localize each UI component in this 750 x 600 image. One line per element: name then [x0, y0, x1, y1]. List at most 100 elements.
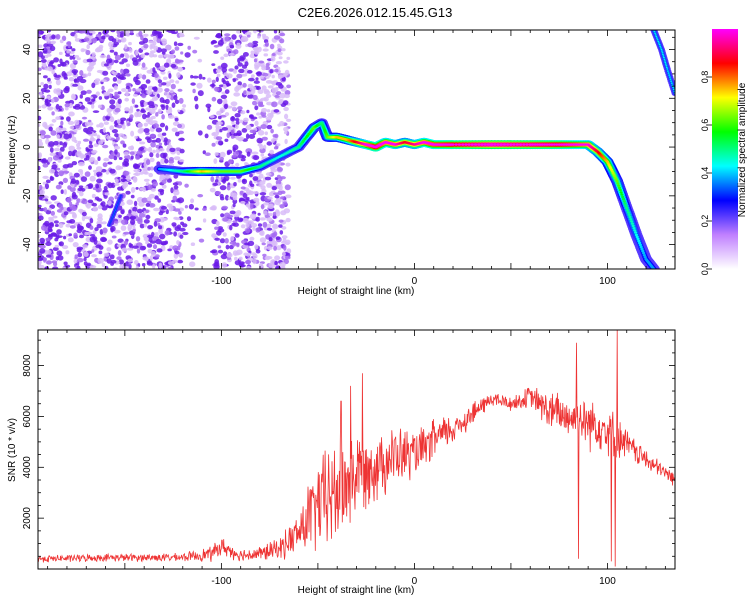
- noise-dot: [274, 194, 280, 199]
- noise-dot: [119, 76, 127, 81]
- noise-dot: [140, 108, 145, 112]
- noise-dot: [179, 227, 186, 232]
- noise-dot: [44, 183, 50, 190]
- noise-dot: [131, 57, 138, 63]
- noise-dot: [270, 168, 278, 173]
- colorbar-tick-label: 0.8: [700, 71, 710, 84]
- noise-dot: [204, 152, 211, 156]
- noise-dot: [268, 237, 273, 242]
- noise-dot: [124, 240, 128, 246]
- noise-dot: [234, 124, 239, 130]
- noise-dot: [118, 133, 125, 138]
- noise-dot: [186, 216, 192, 222]
- noise-dot: [98, 122, 104, 128]
- main-track-point: [557, 143, 561, 146]
- noise-dot: [98, 96, 103, 100]
- noise-dot: [210, 41, 215, 45]
- noise-dot: [38, 260, 42, 265]
- noise-dot: [242, 192, 248, 199]
- noise-dot: [252, 176, 259, 181]
- noise-dot: [130, 186, 136, 193]
- noise-dot: [245, 196, 250, 200]
- noise-dot: [260, 203, 265, 210]
- noise-dot: [134, 104, 139, 108]
- noise-dot: [79, 191, 84, 197]
- noise-dot: [232, 241, 237, 247]
- noise-dot: [44, 198, 49, 202]
- secondary-track-point: [666, 68, 669, 70]
- noise-dot: [243, 90, 247, 95]
- minor-track-point: [118, 200, 120, 202]
- noise-dot: [73, 78, 80, 83]
- main-track-point: [638, 241, 642, 245]
- noise-dot: [52, 266, 59, 269]
- noise-dot: [114, 195, 118, 200]
- noise-dot: [86, 89, 92, 94]
- noise-dot: [263, 210, 268, 216]
- noise-dot: [76, 146, 82, 150]
- noise-dot: [259, 217, 267, 221]
- main-track-point: [560, 143, 564, 146]
- noise-dot: [144, 171, 149, 175]
- snr-series-line: [38, 330, 675, 567]
- noise-dot: [272, 233, 277, 238]
- noise-dot: [214, 86, 220, 92]
- noise-dot: [266, 246, 273, 251]
- noise-dot: [276, 143, 281, 147]
- noise-dot: [130, 155, 134, 160]
- noise-dot: [58, 223, 64, 229]
- noise-dot: [179, 234, 184, 239]
- noise-dot: [147, 200, 152, 204]
- noise-dot: [134, 172, 141, 177]
- noise-dot: [233, 92, 241, 97]
- noise-dot: [145, 79, 151, 84]
- noise-dot: [74, 139, 78, 144]
- noise-dot: [160, 104, 164, 108]
- noise-dot: [116, 124, 123, 129]
- noise-dot: [160, 70, 166, 75]
- noise-dot: [173, 252, 179, 259]
- noise-dot: [38, 105, 42, 109]
- noise-dot: [110, 30, 116, 33]
- noise-dot: [125, 190, 131, 195]
- noise-dot: [267, 85, 274, 89]
- noise-dot: [194, 95, 199, 102]
- noise-dot: [190, 198, 195, 204]
- noise-dot: [274, 68, 279, 73]
- main-track-point: [483, 143, 487, 146]
- noise-dot: [247, 220, 254, 225]
- noise-dot: [168, 266, 173, 269]
- noise-dot: [67, 42, 71, 49]
- noise-dot: [53, 147, 61, 152]
- noise-dot: [118, 166, 124, 170]
- noise-dot: [130, 194, 135, 199]
- noise-dot: [252, 94, 258, 101]
- noise-dot: [151, 120, 158, 124]
- noise-dot: [197, 194, 204, 198]
- noise-dot: [233, 132, 239, 137]
- minor-track-point: [112, 216, 114, 218]
- noise-dot: [152, 96, 159, 101]
- noise-dot: [262, 253, 267, 257]
- noise-dot: [149, 152, 154, 158]
- noise-dot: [63, 211, 69, 216]
- noise-dot: [54, 74, 62, 78]
- noise-dot: [152, 264, 156, 269]
- noise-dot: [165, 104, 169, 110]
- noise-dot: [43, 207, 48, 213]
- noise-dot: [217, 115, 222, 120]
- noise-dot: [155, 153, 160, 158]
- noise-dot: [47, 66, 53, 72]
- noise-dot: [179, 32, 184, 38]
- noise-dot: [126, 199, 134, 205]
- noise-dot: [124, 107, 130, 112]
- noise-dot: [267, 203, 274, 209]
- noise-dot: [274, 199, 281, 206]
- noise-dot: [154, 62, 160, 68]
- noise-dot: [175, 131, 180, 137]
- noise-dot: [170, 63, 177, 68]
- noise-dot: [68, 150, 73, 157]
- main-track-point: [454, 143, 458, 146]
- noise-dot: [235, 120, 240, 125]
- noise-dot: [151, 139, 158, 143]
